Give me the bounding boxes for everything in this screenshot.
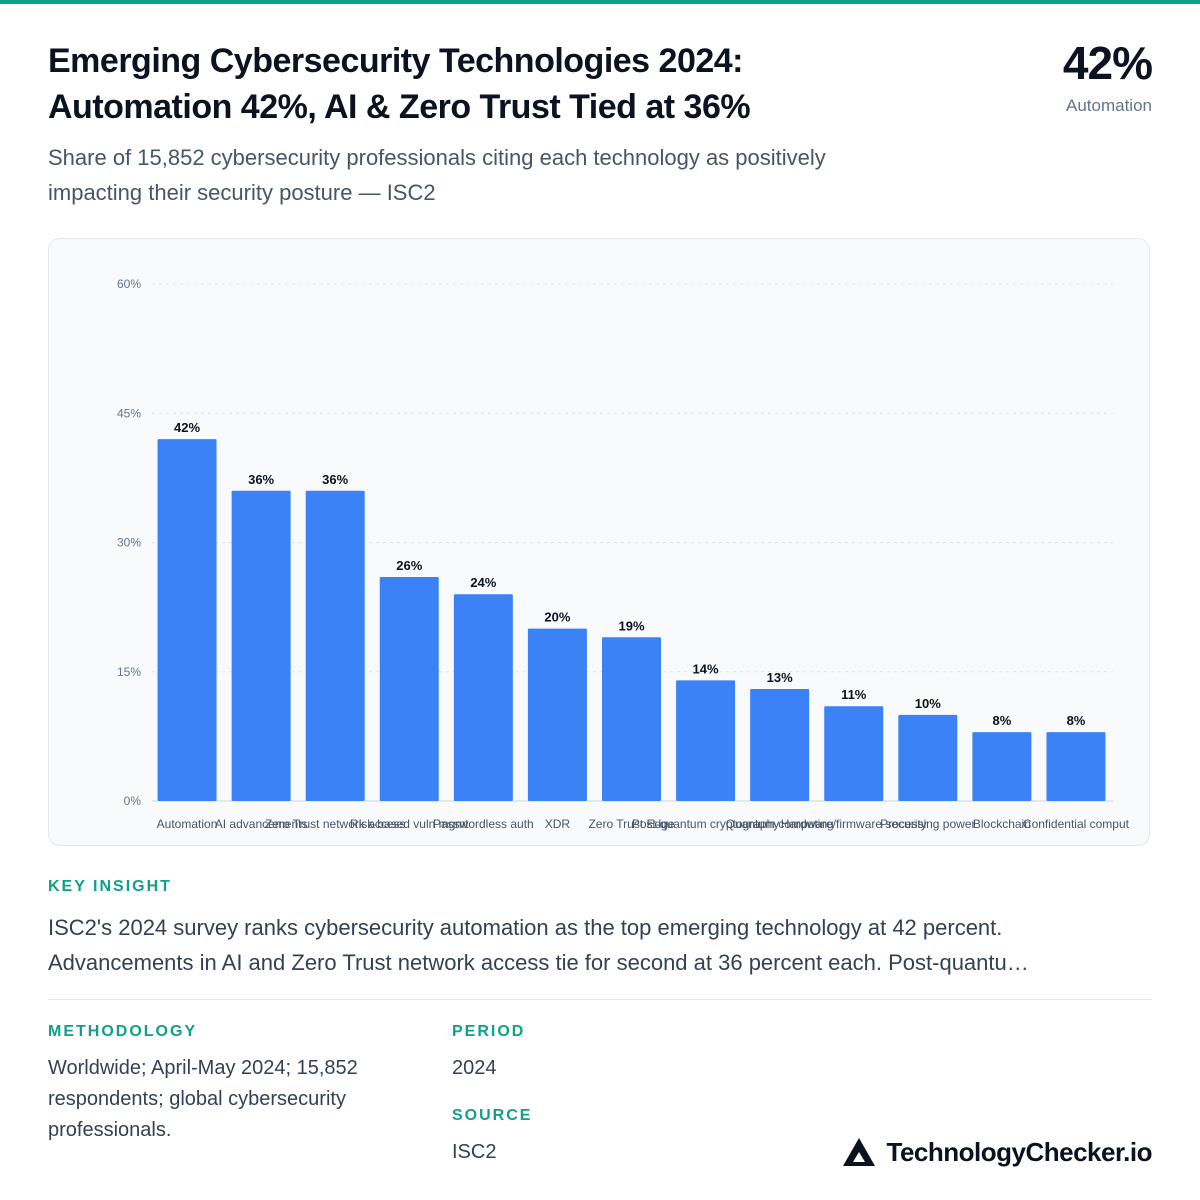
x-tick-label: Zero Trust network access	[265, 817, 406, 831]
kpi-label: Automation	[1066, 96, 1152, 115]
brand-name: TechnologyChecker.io	[886, 1136, 1153, 1167]
bar	[898, 714, 958, 801]
x-tick-label: XDR	[545, 817, 571, 831]
top-accent-rule	[0, 0, 1200, 4]
methodology-label: METHODOLOGY	[48, 1023, 198, 1040]
bar-value-label: 11%	[841, 687, 867, 702]
bar-value-label: 20%	[544, 610, 570, 625]
methodology-text: Worldwide; April-May 2024; 15,852 respon…	[48, 1053, 428, 1146]
y-tick-label: 15%	[117, 665, 141, 679]
bar	[972, 732, 1032, 801]
chart-card: 0% 15% 30% 45% 60% 42% Automation 36% AI advance…	[48, 238, 1150, 846]
x-tick-label: Automation	[157, 817, 218, 831]
period-value: 2024	[452, 1057, 497, 1079]
bar-value-label: 8%	[1067, 713, 1086, 728]
bar-value-label: 10%	[915, 696, 941, 711]
key-insight-label: KEY INSIGHT	[48, 878, 172, 895]
x-tick-label: Post-quantum cryptography	[632, 817, 779, 831]
source-label: SOURCE	[452, 1107, 533, 1124]
triangle-logo-icon	[842, 1138, 875, 1166]
x-tick-label: Passwordless auth	[433, 817, 534, 831]
bar	[1046, 732, 1106, 801]
bar	[157, 439, 217, 801]
x-tick-label: Quantum computing	[726, 817, 834, 831]
bar-value-label: 24%	[470, 575, 496, 590]
brand: TechnologyChecker.io	[841, 1136, 1153, 1168]
bar	[750, 688, 810, 801]
page-title: Emerging Cybersecurity Technologies 2024…	[48, 38, 948, 130]
key-insight-text: ISC2's 2024 survey ranks cybersecurity a…	[48, 910, 1152, 980]
key-insight-line-2: Advancements in AI and Zero Trust networ…	[48, 950, 1029, 975]
x-tick-label: Risk-based vuln mgmt	[350, 817, 469, 831]
y-tick-label: 45%	[117, 406, 141, 420]
methodology-line-1: Worldwide; April-May 2024; 15,852	[48, 1057, 358, 1079]
bar-value-label: 19%	[618, 618, 644, 633]
bar-chart: 0% 15% 30% 45% 60% 42% Automation 36% AI advance…	[117, 277, 1130, 831]
x-tick-label: Confidential comput	[1023, 817, 1130, 831]
methodology-line-3: professionals.	[48, 1119, 172, 1141]
bar-value-label: 36%	[248, 472, 274, 487]
divider	[48, 999, 1152, 1000]
bar	[602, 637, 661, 801]
subtitle-line-1: Share of 15,852 cybersecurity profession…	[48, 145, 826, 170]
bar-value-label: 8%	[992, 713, 1011, 728]
bar-value-label: 36%	[322, 472, 348, 487]
x-tick-label: Hardware/firmware security	[781, 817, 927, 831]
period-label: PERIOD	[452, 1023, 526, 1040]
source-value: ISC2	[452, 1141, 497, 1163]
x-tick-label: AI advancements	[215, 817, 308, 831]
y-tick-label: 60%	[117, 277, 141, 291]
bar	[676, 680, 736, 801]
x-tick-label: Zero Trust Edge	[588, 817, 674, 831]
bar	[453, 594, 513, 801]
bar-value-label: 26%	[396, 558, 422, 573]
bar-value-label: 42%	[174, 420, 200, 435]
title-line-1: Emerging Cybersecurity Technologies 2024…	[48, 42, 744, 80]
headline-kpi: 42% Automation	[1062, 36, 1153, 118]
x-tick-label: Processing power	[880, 817, 975, 831]
methodology-line-2: respondents; global cybersecurity	[48, 1088, 346, 1110]
subtitle-line-2: impacting their security posture — ISC2	[48, 180, 436, 205]
bar	[231, 490, 291, 801]
bar	[379, 576, 439, 801]
y-tick-label: 0%	[124, 794, 142, 808]
y-tick-label: 30%	[117, 536, 141, 550]
bar-value-label: 14%	[693, 661, 719, 676]
subtitle: Share of 15,852 cybersecurity profession…	[48, 140, 1008, 210]
x-tick-label: Blockchain	[973, 817, 1031, 831]
kpi-value: 42%	[1062, 37, 1153, 89]
bar	[527, 628, 587, 801]
bar	[824, 706, 884, 801]
bar-value-label: 13%	[767, 670, 793, 685]
bar	[305, 490, 365, 801]
key-insight-line-1: ISC2's 2024 survey ranks cybersecurity a…	[48, 915, 1003, 940]
title-line-2: Automation 42%, AI & Zero Trust Tied at …	[48, 88, 751, 126]
